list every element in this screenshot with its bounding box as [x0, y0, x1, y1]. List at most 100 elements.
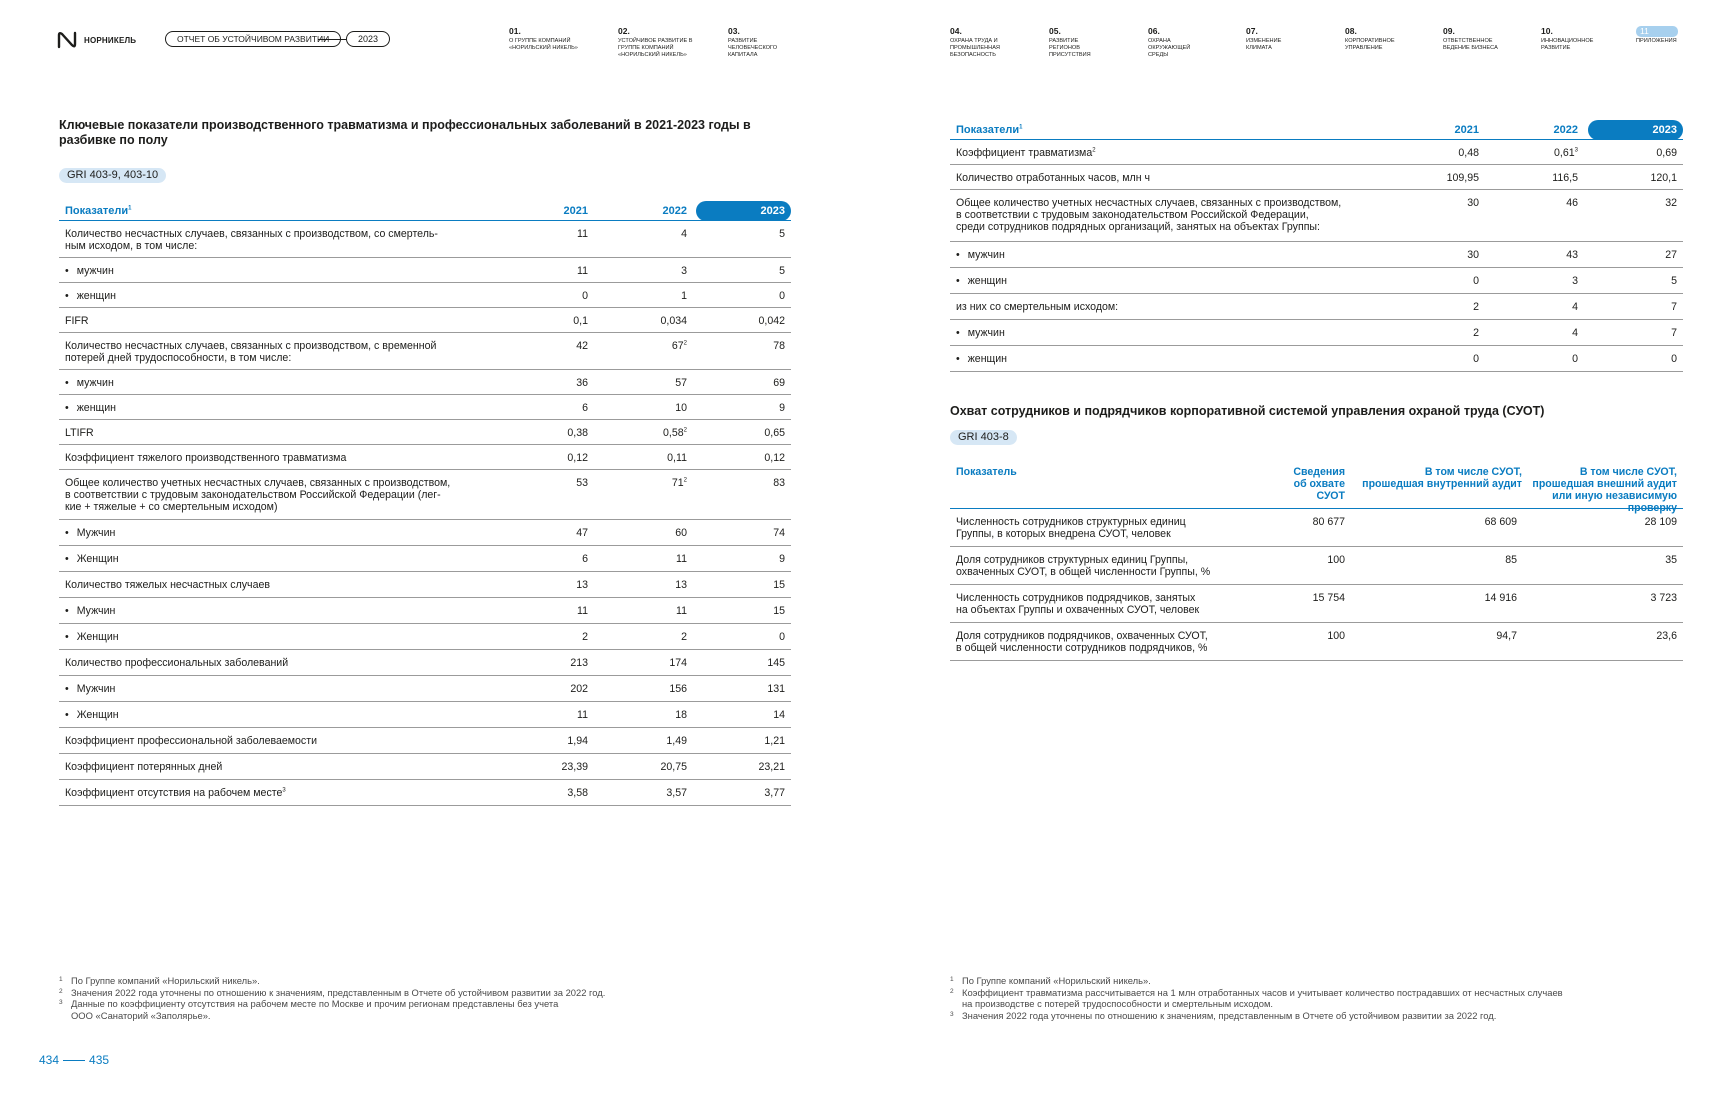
cell-2023: 7 — [1671, 301, 1677, 313]
row-label: Количество профессиональных заболеваний — [65, 657, 289, 669]
header-2021[interactable]: 2021 — [563, 205, 588, 217]
table-row: из них со смертельным исходом: 2 4 7 — [950, 294, 1683, 320]
cell-2021: 30 — [1467, 249, 1479, 261]
nav-item-10[interactable]: 10. Инновационное развитие — [1541, 26, 1631, 52]
nav-item-01[interactable]: 01. О группе компаний «Норильский никель… — [509, 26, 599, 52]
table-row: Мужчин 202 156 131 — [59, 676, 791, 702]
cell-2021: 1,94 — [567, 735, 588, 747]
cell-2023: 9 — [779, 402, 785, 414]
header-coverage[interactable]: Сведения об охвате СУОТ — [1293, 466, 1345, 502]
nav-item-11[interactable]: 11 Приложения — [1636, 26, 1726, 45]
table-row: Общее количество учетных несчастных случ… — [59, 470, 791, 520]
table-row: Коэффициент отсутствия на рабочем месте3… — [59, 780, 791, 806]
cell-c3: 35 — [1665, 554, 1677, 566]
table-row: мужчин 30 43 27 — [950, 242, 1683, 268]
cell-2022: 712 — [671, 477, 687, 489]
cell-c3: 23,6 — [1656, 630, 1677, 642]
cell-2023: 0 — [1671, 353, 1677, 365]
header-2021[interactable]: 2021 — [1454, 124, 1479, 136]
table-row: женщин 0 0 0 — [950, 346, 1683, 372]
table-row: Доля сотрудников подрядчиков, охваченных… — [950, 623, 1683, 661]
row-label: мужчин — [956, 249, 1005, 261]
row-label: Коэффициент травматизма2 — [956, 147, 1096, 159]
cell-c1: 100 — [1327, 554, 1345, 566]
header-external-audit[interactable]: В том числе СУОТ, прошедшая внешний ауди… — [1532, 466, 1677, 514]
cell-2023: 14 — [773, 709, 785, 721]
cell-2021: 2 — [582, 631, 588, 643]
footnote-text: Значения 2022 года уточнены по отношению… — [71, 986, 606, 998]
table-row: Женщин 11 18 14 — [59, 702, 791, 728]
cell-2022: 60 — [675, 527, 687, 539]
company-logo[interactable]: НОРНИКЕЛЬ — [56, 30, 136, 50]
cell-2021: 2 — [1473, 327, 1479, 339]
right-footnotes: 1 По Группе компаний «Норильский никель».… — [950, 975, 1690, 1021]
cell-2022: 2 — [681, 631, 687, 643]
table-row: Доля сотрудников структурных единиц Груп… — [950, 547, 1683, 585]
nav-item-06[interactable]: 06. Охрана окружающей среды — [1148, 26, 1238, 59]
row-label: Количество несчастных случаев, связанных… — [65, 340, 437, 364]
footnote-text: Коэффициент травматизма рассчитывается н… — [962, 986, 1563, 1010]
cell-2021: 6 — [582, 553, 588, 565]
header-internal-audit[interactable]: В том числе СУОТ, прошедшая внутренний а… — [1362, 466, 1522, 490]
footnote-number: 1 — [59, 976, 63, 983]
row-label: из них со смертельным исходом: — [956, 301, 1119, 313]
table-row: Количество отработанных часов, млн ч 109,… — [950, 165, 1683, 190]
page-divider — [63, 1059, 86, 1061]
footnote: 1 По Группе компаний «Норильский никель». — [950, 975, 1690, 987]
cell-c2: 85 — [1505, 554, 1517, 566]
header-2022[interactable]: 2022 — [662, 205, 687, 217]
header-2023-active[interactable]: 2023 — [696, 201, 791, 221]
report-year-pill[interactable]: 2023 — [346, 31, 390, 47]
cell-2021: 202 — [570, 683, 588, 695]
cell-2021: 11 — [577, 228, 588, 240]
table-row: Численность сотрудников структурных един… — [950, 509, 1683, 547]
report-title-pill[interactable]: ОТЧЕТ ОБ УСТОЙЧИВОМ РАЗВИТИИ — [165, 31, 342, 47]
nav-item-09[interactable]: 09. Ответственное ведение бизнеса — [1443, 26, 1533, 52]
cell-2022: 3,57 — [666, 787, 687, 799]
header-label: Показатель — [956, 466, 1017, 478]
nav-item-07[interactable]: 07. Изменение климата — [1246, 26, 1336, 52]
footnote: 2 Значения 2022 года уточнены по отношени… — [59, 987, 779, 999]
nav-label: Устойчивое развитие в группе компаний «Н… — [618, 38, 693, 58]
table-row: Коэффициент профессиональной заболеваемо… — [59, 728, 791, 754]
cell-2023: 69 — [773, 377, 785, 389]
nav-label: Ответственное ведение бизнеса — [1443, 38, 1498, 51]
nav-item-02[interactable]: 02. Устойчивое развитие в группе компани… — [618, 26, 708, 59]
footnote: 2 Коэффициент травматизма рассчитывается … — [950, 987, 1690, 1010]
cell-2022: 43 — [1566, 249, 1578, 261]
table-body: Количество несчастных случаев, связанных… — [59, 221, 791, 806]
header-2023-active[interactable]: 2023 — [1588, 120, 1683, 140]
cell-2021: 0,12 — [567, 452, 588, 464]
cell-2023: 0 — [779, 290, 785, 302]
table-row: Количество тяжелых несчастных случаев 13 1… — [59, 572, 791, 598]
cell-2023: 145 — [767, 657, 785, 669]
row-label: Общее количество учетных несчастных случ… — [65, 477, 451, 513]
cell-2023: 15 — [773, 605, 785, 617]
nornickel-logo-icon — [56, 31, 78, 49]
logo-text: НОРНИКЕЛЬ — [84, 35, 137, 45]
cell-2021: 36 — [576, 377, 588, 389]
right-gri-badge: GRI 403-8 — [950, 430, 1017, 445]
cell-2023: 5 — [1671, 275, 1677, 287]
cell-2021: 42 — [576, 340, 588, 352]
row-label: Количество отработанных часов, млн ч — [956, 172, 1151, 184]
row-label: женщин — [956, 275, 1007, 287]
table-row: женщин 6 10 9 — [59, 395, 791, 420]
header-connector — [318, 39, 346, 40]
table-body: Численность сотрудников структурных един… — [950, 509, 1683, 661]
row-label: Численность сотрудников подрядчиков, зан… — [956, 592, 1200, 616]
nav-num: 07. — [1246, 26, 1258, 36]
page-number-left[interactable]: 434 — [39, 1053, 60, 1067]
left-footnotes: 1 По Группе компаний «Норильский никель».… — [59, 975, 779, 1021]
nav-item-05[interactable]: 05. Развитие регионов присутствия — [1049, 26, 1139, 59]
row-label: Численность сотрудников структурных един… — [956, 516, 1186, 540]
row-label: Женщин — [65, 709, 119, 721]
page-number-right[interactable]: 435 — [89, 1053, 110, 1067]
header-2022[interactable]: 2022 — [1553, 124, 1578, 136]
nav-item-03[interactable]: 03. Развитие человеческого капитала — [728, 26, 818, 59]
nav-item-04[interactable]: 04. Охрана труда и промышленная безопасн… — [950, 26, 1040, 59]
table-row: женщин 0 1 0 — [59, 283, 791, 308]
cell-2021: 0 — [1473, 275, 1479, 287]
nav-item-08[interactable]: 08. Корпоративное управление — [1345, 26, 1435, 52]
cell-2022: 4 — [1572, 327, 1578, 339]
